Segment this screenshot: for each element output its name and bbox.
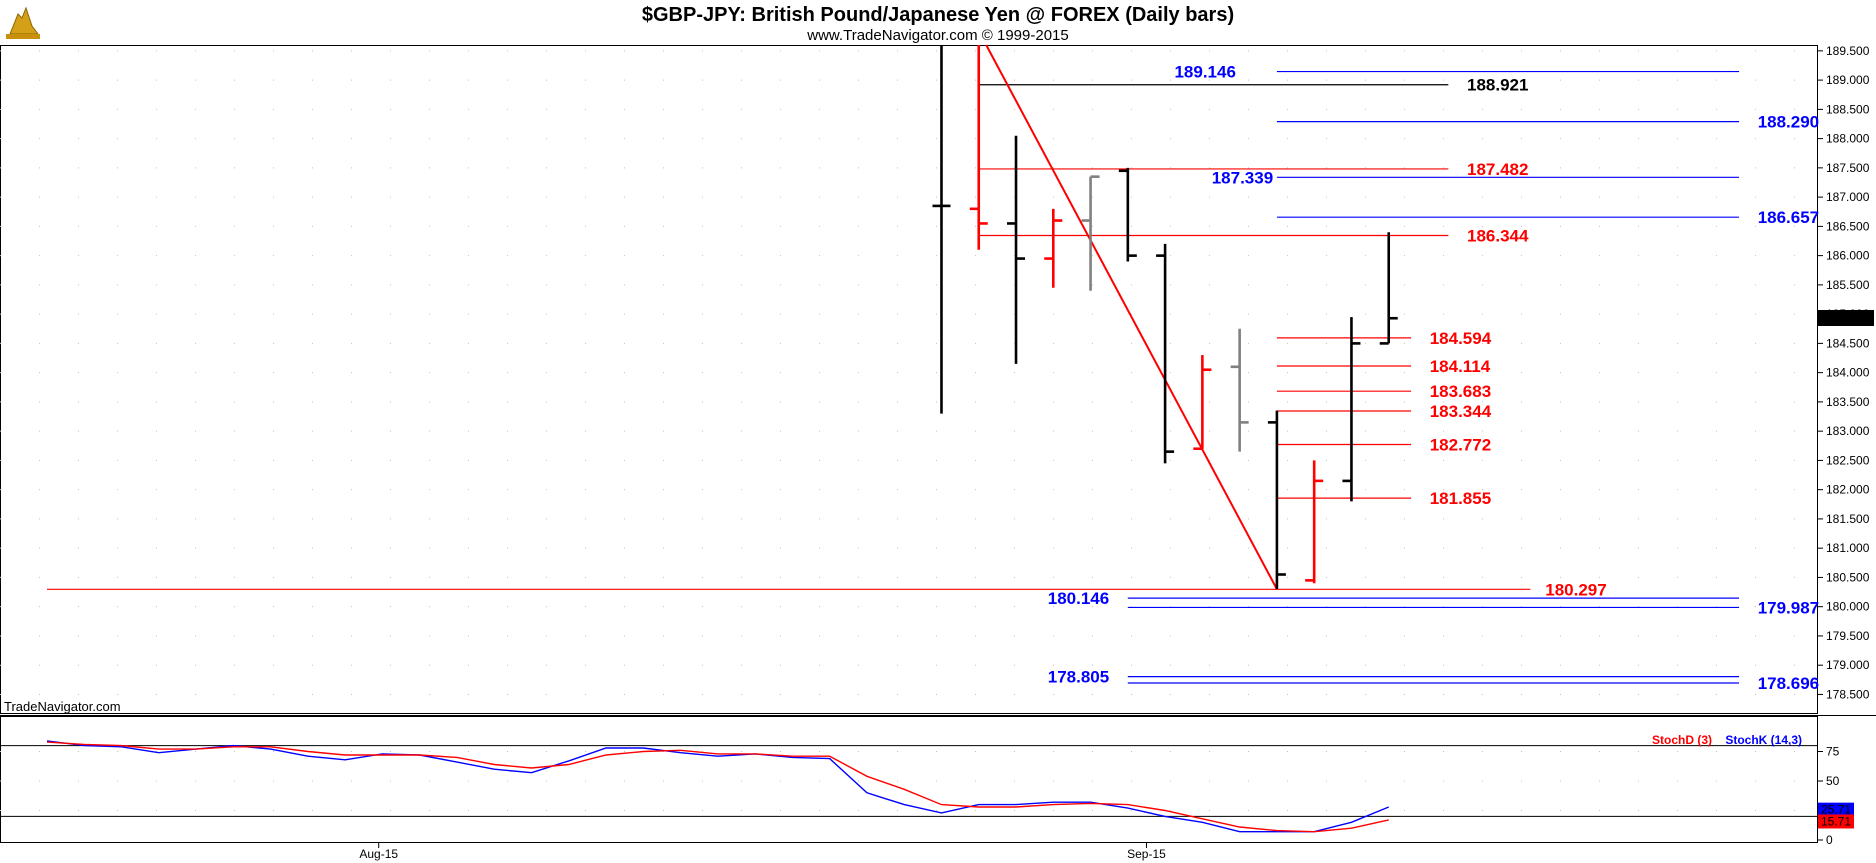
level-label: 178.805 xyxy=(1048,668,1109,687)
legend-stochk: StochK (14,3) xyxy=(1725,733,1802,747)
price-tick-label: 184.500 xyxy=(1826,336,1870,350)
logo-icon[interactable] xyxy=(6,6,40,39)
ohlc-bar xyxy=(1379,232,1398,345)
price-tick-label: 189.000 xyxy=(1826,73,1870,87)
stoch-grid xyxy=(0,745,1818,817)
price-tick-label: 179.000 xyxy=(1826,658,1870,672)
ohlc-bar xyxy=(1118,167,1137,262)
last-price-box xyxy=(1818,310,1874,327)
stochk-last-box xyxy=(1818,802,1854,817)
fibonacci-levels: 189.146 188.921 188.290 187.482 187.339 186.6… xyxy=(47,63,1819,693)
level-label: 183.683 xyxy=(1430,382,1491,401)
price-tick-label: 184.000 xyxy=(1826,366,1870,380)
level-label: 183.344 xyxy=(1430,402,1492,421)
ohlc-bar xyxy=(1081,175,1100,291)
trendline-segment xyxy=(985,44,1278,590)
price-tick-label: 182.000 xyxy=(1826,483,1870,497)
stoch-series-line xyxy=(46,740,1389,833)
stoch-series-line xyxy=(46,741,1389,833)
stoch-panel-border xyxy=(0,716,1818,843)
level-label: 180.146 xyxy=(1048,589,1109,608)
price-tick-label: 178.500 xyxy=(1826,687,1870,701)
chart-title: $GBP-JPY: British Pound/Japanese Yen @ F… xyxy=(642,4,1234,26)
price-tick-label: 188.500 xyxy=(1826,102,1870,116)
stoch-tick-label: 50 xyxy=(1826,774,1840,788)
price-tick-label: 186.000 xyxy=(1826,249,1870,263)
price-y-axis: 189.500 189.000 188.500 188.000 187.500 187.0… xyxy=(1818,44,1870,701)
price-tick-label: 188.000 xyxy=(1826,132,1870,146)
ohlc-bar xyxy=(969,45,988,250)
level-label: 187.339 xyxy=(1212,168,1273,187)
stoch-legend: StochD (3) StochK (14,3) xyxy=(1652,733,1802,747)
ohlc-bar xyxy=(1156,243,1175,464)
level-label: 186.657 xyxy=(1758,208,1819,227)
ohlc-bar xyxy=(1230,328,1249,452)
stochd-last-label: 15.71 xyxy=(1821,814,1851,828)
price-tick-label: 181.500 xyxy=(1826,512,1870,526)
last-price-label: 184.934 xyxy=(1821,311,1865,325)
last-price-marker: 184.934 xyxy=(1818,310,1874,327)
price-tick-label: 181.000 xyxy=(1826,541,1870,555)
ohlc-bar xyxy=(1007,135,1026,364)
level-label: 182.772 xyxy=(1430,435,1491,454)
level-label: 178.696 xyxy=(1758,674,1819,693)
level-label: 179.987 xyxy=(1758,598,1819,617)
ohlc-bar xyxy=(1044,208,1063,288)
level-label: 188.921 xyxy=(1467,76,1528,95)
ohlc-bar xyxy=(1342,317,1361,502)
price-bars xyxy=(932,45,1398,590)
level-label: 184.594 xyxy=(1430,329,1492,348)
price-tick-label: 179.500 xyxy=(1826,629,1870,643)
price-tick-label: 183.500 xyxy=(1826,395,1870,409)
stoch-tick-label: 0 xyxy=(1826,833,1833,847)
ohlc-bar xyxy=(1267,410,1286,590)
stoch-lines xyxy=(46,740,1389,833)
x-tick-label: Aug-15 xyxy=(359,847,398,861)
level-label: 184.114 xyxy=(1430,357,1491,376)
level-label: 189.146 xyxy=(1174,63,1235,82)
price-panel: 189.500 189.000 188.500 188.000 187.500 187.0… xyxy=(0,44,1874,714)
legend-stochd: StochD (3) xyxy=(1652,733,1712,747)
ohlc-bar xyxy=(1193,355,1212,451)
level-label: 188.290 xyxy=(1758,113,1819,132)
price-tick-label: 187.500 xyxy=(1826,161,1870,175)
x-axis: Aug-15 Sep-15 xyxy=(359,842,1166,861)
ohlc-bar xyxy=(1305,460,1324,584)
price-tick-label: 189.500 xyxy=(1826,44,1870,58)
price-tick-label: 182.500 xyxy=(1826,453,1870,467)
ohlc-bar xyxy=(932,45,951,414)
price-tick-label: 183.000 xyxy=(1826,424,1870,438)
stochk-last-label: 25.71 xyxy=(1821,803,1851,817)
price-tick-label: 180.000 xyxy=(1826,600,1870,614)
price-tick-label: 187.000 xyxy=(1826,190,1870,204)
level-label: 181.855 xyxy=(1430,489,1491,508)
chart-subtitle: www.TradeNavigator.com © 1999-2015 xyxy=(806,27,1068,44)
x-tick-label: Sep-15 xyxy=(1127,847,1166,861)
price-panel-border xyxy=(0,45,1818,714)
price-tick-label: 185.500 xyxy=(1826,278,1870,292)
level-label: 186.344 xyxy=(1467,227,1529,246)
stoch-y-axis: 75 50 0 xyxy=(1818,745,1840,847)
watermark: TradeNavigator.com xyxy=(4,699,121,714)
level-label: 180.297 xyxy=(1545,580,1606,599)
price-tick-label: 180.500 xyxy=(1826,570,1870,584)
trendline xyxy=(985,44,1278,590)
stoch-tick-label: 75 xyxy=(1826,745,1840,759)
level-label: 187.482 xyxy=(1467,160,1528,179)
price-tick-label: 186.500 xyxy=(1826,219,1870,233)
stochd-last-box xyxy=(1818,814,1854,829)
